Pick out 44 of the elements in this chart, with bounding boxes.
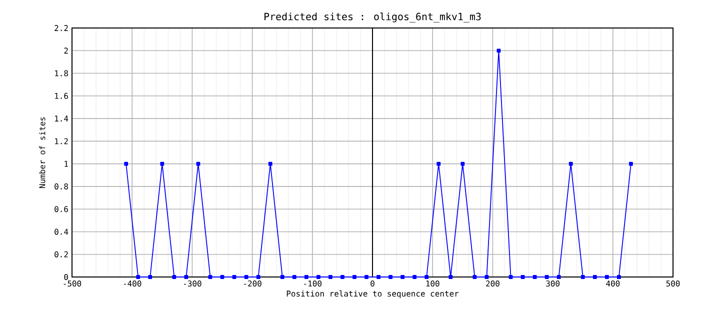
point [592,275,597,279]
point [580,275,585,279]
point [364,275,368,279]
point [148,275,152,279]
point [424,275,429,279]
point [556,275,561,279]
point [376,275,380,279]
point [328,275,332,279]
point [508,275,513,279]
point [460,162,465,166]
point [184,275,188,279]
point [352,275,356,279]
point [208,275,212,279]
point [616,275,621,279]
point [304,275,308,279]
point [232,275,236,279]
point [160,162,164,166]
point [196,162,200,166]
point [568,162,573,166]
point [604,275,609,279]
point [532,275,537,279]
point [496,48,501,53]
point [448,275,453,279]
point [388,275,392,279]
point [280,275,284,279]
point [340,275,344,279]
point [400,275,405,279]
point [520,275,525,279]
point [268,162,272,166]
point [544,275,549,279]
point [436,162,441,166]
point [244,275,248,279]
point [220,275,224,279]
point [256,275,260,279]
point [124,162,128,166]
point [629,162,633,166]
point [172,275,176,279]
point [412,275,417,279]
point [292,275,296,279]
point [136,275,140,279]
point [316,275,320,279]
point [472,275,477,279]
point [484,275,489,279]
chart-title: Predicted sites : oligos_6nt_mkv1_m3 [264,12,481,22]
